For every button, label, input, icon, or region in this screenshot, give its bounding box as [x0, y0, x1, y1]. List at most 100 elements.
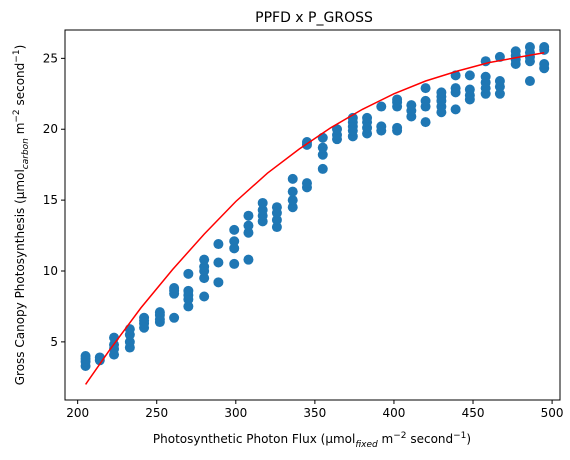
- y-axis-title-sub: carbon: [21, 138, 31, 169]
- data-point: [480, 71, 491, 82]
- data-point: [317, 142, 328, 153]
- data-point: [420, 83, 431, 94]
- data-point: [317, 149, 328, 160]
- data-point: [229, 236, 240, 247]
- data-point: [362, 112, 373, 123]
- data-point: [169, 312, 180, 323]
- x-tick-label: 200: [66, 406, 89, 420]
- data-point: [169, 283, 180, 294]
- y-axis-title: Gross Canopy Photosynthesis (μmolcarbon …: [12, 45, 31, 386]
- data-point: [243, 220, 254, 231]
- data-point: [229, 258, 240, 269]
- fit-line: [84, 51, 545, 385]
- data-point: [301, 136, 312, 147]
- y-axis-title-mid: m: [13, 123, 27, 139]
- y-axis-title-pre: Gross Canopy Photosynthesis (μmol: [13, 169, 27, 385]
- data-point: [213, 277, 224, 288]
- y-axis-title-sup: −2: [12, 109, 22, 122]
- x-tick-label: 400: [382, 406, 405, 420]
- data-point: [450, 104, 461, 115]
- data-point: [494, 88, 505, 99]
- data-point: [436, 87, 447, 98]
- y-tick-label: 5: [50, 335, 58, 349]
- x-axis-title: Photosynthetic Photon Flux (μmolfixed m−…: [153, 431, 471, 450]
- data-point: [109, 332, 120, 343]
- data-point: [199, 291, 210, 302]
- data-point: [287, 195, 298, 206]
- data-point: [183, 285, 194, 296]
- data-point: [243, 254, 254, 265]
- data-point: [332, 124, 343, 135]
- data-point: [183, 268, 194, 279]
- data-point: [494, 76, 505, 87]
- data-point: [464, 70, 475, 81]
- data-point: [392, 94, 403, 105]
- data-point: [301, 178, 312, 189]
- y-tick-label: 20: [43, 122, 58, 136]
- data-point: [271, 214, 282, 225]
- data-point: [154, 307, 165, 318]
- data-point: [317, 132, 328, 143]
- data-point: [139, 312, 150, 323]
- y-axis-title-sup2: −1: [12, 49, 22, 62]
- data-point: [257, 205, 268, 216]
- data-point: [450, 83, 461, 94]
- data-point: [94, 352, 105, 363]
- data-point: [420, 117, 431, 128]
- data-point: [183, 301, 194, 312]
- data-point: [317, 163, 328, 174]
- data-point: [80, 351, 91, 362]
- x-axis-title-pre: Photosynthetic Photon Flux (μmol: [153, 432, 355, 446]
- x-tick-label: 300: [224, 406, 247, 420]
- data-point: [376, 101, 387, 112]
- y-axis: 5 10 15 20 25: [43, 51, 65, 349]
- data-point: [464, 84, 475, 95]
- data-point: [347, 112, 358, 123]
- data-point: [229, 243, 240, 254]
- data-point: [229, 224, 240, 235]
- data-point: [243, 227, 254, 238]
- data-point: [199, 273, 210, 284]
- data-point: [271, 222, 282, 233]
- y-axis-title-post: second: [13, 63, 27, 110]
- x-tick-label: 250: [145, 406, 168, 420]
- x-axis-title-sub: fixed: [355, 440, 378, 450]
- x-axis-title-sup2: −1: [453, 431, 466, 441]
- y-tick-label: 10: [43, 264, 58, 278]
- x-axis-title-sup: −2: [393, 431, 406, 441]
- data-point: [271, 202, 282, 213]
- x-tick-label: 450: [462, 406, 485, 420]
- data-point: [524, 42, 535, 53]
- data-point: [376, 121, 387, 132]
- x-axis-title-end: ): [466, 432, 471, 446]
- data-point: [287, 202, 298, 213]
- data-point: [199, 261, 210, 272]
- data-point: [124, 336, 135, 347]
- x-axis-title-post: second: [407, 432, 454, 446]
- data-point: [406, 100, 417, 111]
- y-axis-title-end: ): [13, 45, 27, 50]
- plot-frame: [64, 29, 561, 401]
- data-point: [539, 42, 550, 53]
- data-point: [420, 95, 431, 106]
- data-point: [257, 197, 268, 208]
- data-point: [287, 186, 298, 197]
- data-point: [243, 210, 254, 221]
- data-point: [124, 324, 135, 335]
- data-point: [213, 239, 224, 250]
- chart-title: PPFD x P_GROSS: [255, 10, 373, 26]
- plot-area: [80, 42, 550, 385]
- data-point: [287, 173, 298, 184]
- x-tick-label: 500: [541, 406, 564, 420]
- data-point: [213, 257, 224, 268]
- y-tick-label: 15: [43, 193, 58, 207]
- data-point: [510, 46, 521, 57]
- x-axis: 200 250 300 350 400 450 500: [66, 400, 564, 420]
- data-point: [539, 59, 550, 70]
- y-tick-label: 25: [43, 51, 58, 65]
- x-tick-label: 350: [303, 406, 326, 420]
- data-point: [199, 254, 210, 265]
- data-point: [524, 76, 535, 87]
- data-point: [392, 122, 403, 133]
